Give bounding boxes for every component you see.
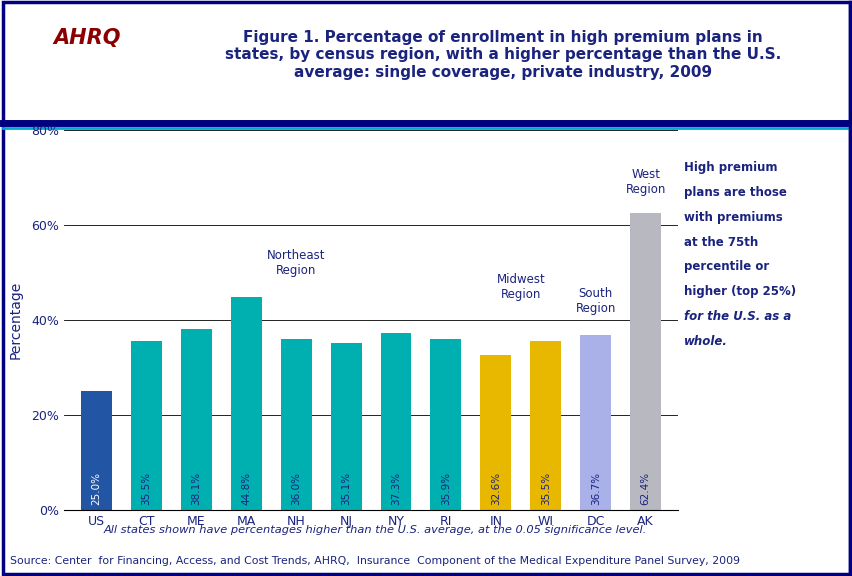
Text: whole.: whole. [683,335,727,348]
Text: for the U.S. as a: for the U.S. as a [683,310,791,323]
Text: 35.5%: 35.5% [540,472,550,505]
Bar [81,391,112,510]
Text: 62.4%: 62.4% [640,472,650,505]
Bar [579,335,611,510]
Text: 36.0%: 36.0% [291,472,301,505]
Text: Figure 1. Percentage of enrollment in high premium plans in
states, by census re: Figure 1. Percentage of enrollment in hi… [225,30,780,79]
Text: West
Region: West Region [625,168,665,196]
Text: 37.3%: 37.3% [390,472,400,505]
Text: Midwest
Region: Midwest Region [496,272,544,301]
Text: Northeast
Region: Northeast Region [267,249,325,277]
Bar [181,329,211,510]
Bar [530,341,561,510]
Text: with premiums: with premiums [683,211,782,224]
Text: High premium: High premium [683,161,777,175]
Text: 32.6%: 32.6% [490,472,500,505]
Text: 25.0%: 25.0% [91,472,101,505]
Bar [430,339,461,510]
Bar [630,213,660,510]
Bar [480,355,510,510]
Text: South
Region: South Region [575,287,615,315]
Text: higher (top 25%): higher (top 25%) [683,285,795,298]
Text: 38.1%: 38.1% [191,472,201,505]
Bar [280,339,311,510]
Bar [331,343,361,510]
Text: Advancing
Excellence in
Health Care: Advancing Excellence in Health Care [62,60,112,90]
Text: 35.9%: 35.9% [440,472,451,505]
Text: AHRQ: AHRQ [54,28,121,48]
Text: Source: Center  for Financing, Access, and Cost Trends, AHRQ,  Insurance  Compon: Source: Center for Financing, Access, an… [10,556,740,566]
Text: plans are those: plans are those [683,186,786,199]
Bar [380,332,411,510]
Text: 44.8%: 44.8% [241,472,251,505]
Text: All states shown have percentages higher than the U.S. average, at the 0.05 sign: All states shown have percentages higher… [104,525,646,535]
Text: 35.5%: 35.5% [141,472,151,505]
Text: 36.7%: 36.7% [590,472,600,505]
Text: 35.1%: 35.1% [341,472,351,505]
Text: percentile or: percentile or [683,260,769,274]
Text: at the 75th: at the 75th [683,236,757,249]
Bar [231,297,262,510]
Bar [130,341,162,510]
Y-axis label: Percentage: Percentage [9,281,23,359]
